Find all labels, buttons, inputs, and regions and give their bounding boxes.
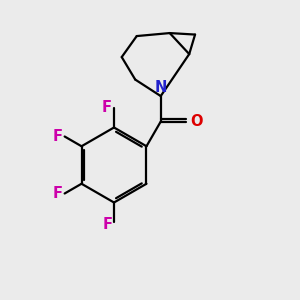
- Text: F: F: [52, 129, 62, 144]
- Text: F: F: [103, 217, 112, 232]
- Text: F: F: [52, 186, 62, 201]
- Text: O: O: [190, 114, 202, 129]
- Text: N: N: [154, 80, 167, 95]
- Text: F: F: [102, 100, 112, 116]
